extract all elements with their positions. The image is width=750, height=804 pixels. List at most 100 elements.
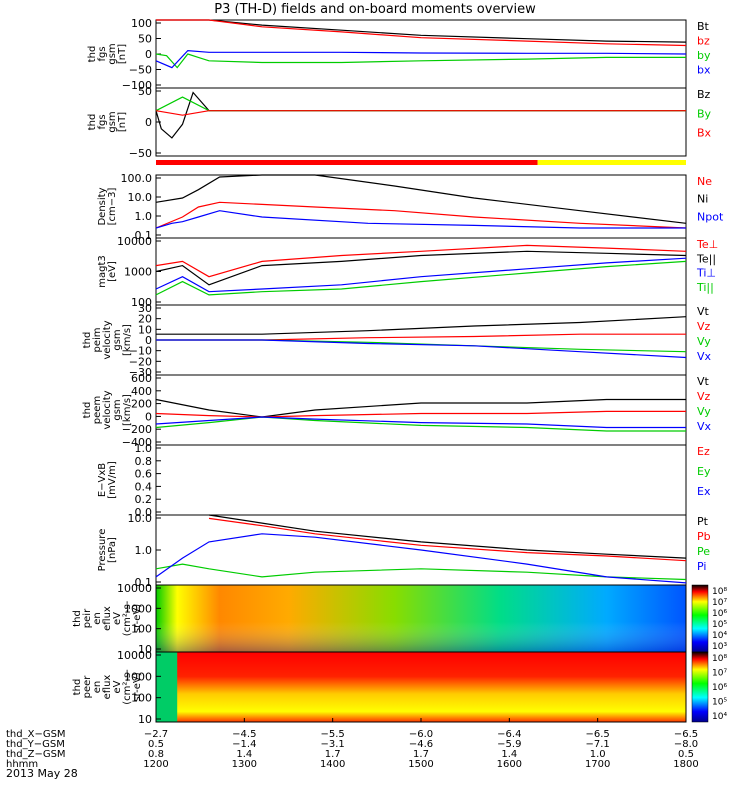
panel-2: 50 0 −50 thdfgsgsm[nT] Bz By Bx: [87, 85, 712, 160]
y-axis-label-line: en: [92, 612, 103, 625]
legend-entry: Pt: [697, 515, 709, 528]
series-line-Te||: [155, 250, 687, 286]
y-tick-label: 0.8: [135, 455, 153, 468]
y-axis-label: thdpeerenefluxeV(cm²-s-sr-eV): [72, 669, 143, 705]
panel-10: 10⁸ 10⁷ 10⁶ 10⁵ 10⁴ 10000 1000 100 10 thdpeerenef…: [72, 649, 727, 726]
x-axis-tick-label: −6.5: [586, 729, 610, 740]
x-axis-tick-label: −5.9: [497, 739, 521, 750]
series-line-Ne: [155, 201, 687, 229]
series-line-Ti||: [155, 260, 687, 296]
y-tick-label: 600: [131, 372, 152, 385]
y-axis-label-line: peem: [92, 396, 103, 424]
mode-bar-slow: [537, 160, 686, 165]
panels-group: 100500−50−100thdfgsgsm[nT]Btbzbybx500−50…: [72, 17, 727, 726]
legend-entry: Ni: [697, 193, 708, 206]
y-axis-label-line: fgs: [97, 46, 108, 61]
x-axis-tick-label: 1400: [320, 759, 345, 770]
colorbar-tick-label: 10⁵: [712, 620, 727, 630]
series-line-Bx: [155, 110, 686, 116]
legend-entry: Vt: [697, 375, 710, 388]
series-line-Vt: [155, 398, 686, 418]
y-tick-label: 1000: [124, 602, 152, 615]
y-tick-label: 0.2: [135, 493, 153, 506]
legend-entry: Ne: [697, 175, 712, 188]
y-tick-label: 50: [138, 33, 152, 46]
y-tick-label: 1.0: [135, 442, 153, 455]
series-line-bz: [156, 19, 687, 47]
y-tick-label: 10000: [117, 649, 152, 662]
y-axis-label-line: eflux: [102, 606, 113, 631]
y-tick-label: 10000: [117, 582, 152, 595]
colorbar-tick-label: 10³: [712, 642, 727, 652]
y-tick-label: 0: [145, 410, 152, 423]
y-axis-label: Density[cm−3]: [97, 187, 118, 225]
series-line-Ti⊥: [155, 257, 687, 293]
colorbar-tick-label: 10⁶: [712, 609, 727, 619]
x-axis-tick-label: 0.5: [148, 739, 164, 750]
panel-9: 10⁸10⁷10⁶10⁵10⁴10³10000100010010thdpeire…: [72, 582, 727, 656]
y-axis-label-line: Pressure: [97, 529, 108, 572]
series-line-Vz: [155, 410, 686, 418]
y-tick-label: 0.6: [135, 468, 153, 481]
legend-entry: Vy: [697, 405, 711, 418]
series-line-bx: [155, 49, 687, 69]
legend-entry: Pe: [697, 545, 710, 558]
chart-title: P3 (TH-D) fields and on-board moments ov…: [214, 2, 536, 17]
panel-frame: [155, 87, 687, 157]
colorbar-tick-label: 10⁴: [712, 712, 727, 722]
x-axis-row-label: thd_X−GSM: [6, 729, 66, 740]
y-axis-label-line: [km/s]: [122, 324, 133, 356]
y-axis-label-line: gsm: [107, 111, 118, 132]
y-tick-label: 50: [138, 85, 152, 98]
series-line-Pi: [155, 533, 687, 584]
series-line-by: [155, 53, 686, 69]
y-axis-label-line: [nT]: [117, 112, 128, 132]
electron-spectrogram-start: [156, 652, 178, 722]
y-axis-label-line: eV: [112, 612, 123, 625]
legend-entry: By: [697, 107, 712, 120]
y-axis-label-line: E−VxB: [97, 463, 108, 497]
y-tick-label: 200: [131, 398, 152, 411]
y-axis-label-line: en: [92, 681, 103, 694]
electron-spectrogram: [156, 652, 686, 722]
panel-7: 1.00.80.60.40.20.0 E−VxB[mV/m] Ez Ey Ex: [97, 442, 711, 519]
series-line-Vx: [156, 339, 687, 359]
y-tick-label: 1000: [124, 266, 152, 279]
y-tick-label: 1000: [124, 670, 152, 683]
colorbar-tick-label: 10⁷: [712, 598, 727, 608]
legend-entry: Ti||: [696, 281, 714, 294]
legend-entry: Pi: [697, 560, 706, 573]
colorbar-tick-label: 10⁷: [712, 669, 727, 679]
x-axis-tick-label: 0.5: [678, 749, 694, 760]
series-line-Vy: [155, 416, 686, 432]
y-axis-label-line: velocity: [102, 320, 113, 359]
x-axis-tick-label: 0.8: [148, 749, 164, 760]
y-axis-label-line: gsm: [112, 329, 123, 350]
y-tick-label: 1.0: [135, 544, 153, 557]
y-tick-label: 100: [131, 296, 152, 309]
x-axis-tick-label: −3.1: [321, 739, 345, 750]
colorbar-tick-label: 10⁸: [712, 587, 727, 597]
legend-entry: Npot: [697, 210, 724, 223]
y-axis-label-line: [cm−3]: [107, 188, 118, 226]
panel-frame: [155, 19, 687, 89]
series-line-Vx: [155, 416, 686, 429]
y-axis-label-line: fgs: [97, 114, 108, 129]
panel-3: 100.0 10.0 1.0 0.1 Density[cm−3] Ne Ni Npot: [97, 172, 724, 242]
series-line-Npot: [155, 210, 686, 229]
legend-entry: by: [697, 49, 711, 62]
series-line-Pt: [208, 514, 687, 559]
legend-entry: Vy: [697, 335, 711, 348]
panel-8: 10.0 1.0 0.1 Pressure[nPa] Pt Pb Pe Pi: [97, 512, 711, 589]
legend-entry: Vx: [697, 420, 712, 433]
x-axis-tick-label: 1.0: [590, 749, 606, 760]
panel-4: 10000 1000 100 magt3[eV] Te⊥Te|| Ti⊥Ti||: [97, 235, 718, 309]
y-axis-label-line: eflux: [102, 675, 113, 700]
colorbar-tick-label: 10⁵: [712, 698, 727, 708]
y-tick-label: 10.0: [128, 512, 153, 525]
y-tick-label: 10: [138, 323, 152, 336]
series-line-Pb: [208, 517, 687, 562]
y-axis-label: thdpeimvelocitygsm[km/s]: [82, 320, 133, 359]
legend-entry: Pb: [697, 530, 711, 543]
y-axis-label-line: thd: [87, 46, 98, 63]
